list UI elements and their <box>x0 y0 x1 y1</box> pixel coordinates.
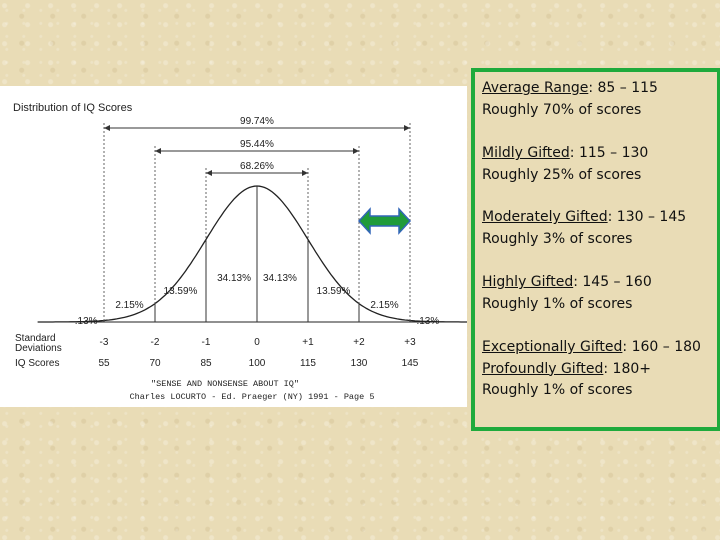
sd-tick-label: -2 <box>151 337 160 348</box>
span-arrowhead-right <box>353 148 359 154</box>
region-percentage-label: 13.59% <box>317 286 351 297</box>
sd-tick-label: -1 <box>202 337 211 348</box>
entry-note: Roughly 3% of scores <box>482 230 633 247</box>
region-percentage-label: 34.13% <box>263 273 297 284</box>
entry-value: : 160 – 180 <box>622 339 701 355</box>
axis-row-label: Standard <box>15 333 56 344</box>
credit-line: Charles LOCURTO - Ed. Praeger (NY) 1991 … <box>130 392 375 402</box>
entry-name: Moderately Gifted <box>482 209 608 225</box>
entry-exceptionally-gifted: Exceptionally Gifted: 160 – 180 Profound… <box>482 337 701 402</box>
entry-value: : 85 – 115 <box>588 80 658 96</box>
span-arrowhead-left <box>206 170 212 176</box>
sd-tick-label: +1 <box>302 337 314 348</box>
region-percentage-label: 13.59% <box>164 286 198 297</box>
region-percentage-label: 2.15% <box>115 300 143 311</box>
bell-curve-chart: Distribution of IQ Scores 99.74% 95.44% 68.… <box>13 102 467 402</box>
bell-curve-line <box>37 185 467 323</box>
region-percentage-label: 34.13% <box>217 273 251 284</box>
region-percentage-label: 2.15% <box>370 300 398 311</box>
axis-row-label: IQ Scores <box>15 358 59 369</box>
entry-moderately-gifted: Moderately Gifted: 130 – 145 Roughly 3% … <box>482 207 686 250</box>
entry-note: Roughly 25% of scores <box>482 166 642 183</box>
region-percentage-label: .13% <box>75 316 98 327</box>
sd-tick-label: +2 <box>353 337 365 348</box>
span-arrowhead-right <box>404 125 410 131</box>
entry-name: Mildly Gifted <box>482 145 570 161</box>
gifted-levels-box: Average Range: 85 – 115 Roughly 70% of s… <box>471 68 720 431</box>
iq-tick-label: 145 <box>402 358 419 369</box>
entry-value: : 130 – 145 <box>607 209 687 225</box>
entry-value: : 180+ <box>603 360 651 377</box>
sd-tick-label: +3 <box>404 337 416 348</box>
span-arrowhead-left <box>104 125 110 131</box>
iq-tick-label: 70 <box>149 358 161 369</box>
span-arrowhead-left <box>155 148 161 154</box>
sd-tick-label: -3 <box>100 337 109 348</box>
entry-note: Roughly 1% of scores <box>482 295 633 312</box>
entry-note: Roughly 70% of scores <box>482 101 642 118</box>
span-label: 68.26% <box>240 161 274 172</box>
span-label: 95.44% <box>240 139 274 150</box>
entry-value: : 145 – 160 <box>573 274 652 290</box>
iq-tick-label: 85 <box>200 358 212 369</box>
entry-value: : 115 – 130 <box>569 145 649 161</box>
iq-tick-label: 130 <box>351 358 368 369</box>
sd-tick-label: 0 <box>254 337 260 348</box>
iq-tick-label: 115 <box>300 358 316 369</box>
entry-name: Highly Gifted <box>482 274 574 290</box>
entry-highly-gifted: Highly Gifted: 145 – 160 Roughly 1% of s… <box>482 272 652 315</box>
entry-note: Roughly 1% of scores <box>482 382 633 398</box>
entry-name: Exceptionally Gifted <box>482 339 623 355</box>
iq-distribution-figure: Distribution of IQ Scores 99.74% 95.44% 68.… <box>0 86 467 407</box>
span-label: 99.74% <box>240 116 274 127</box>
span-arrowhead-right <box>302 170 308 176</box>
entry-average-range: Average Range: 85 – 115 Roughly 70% of s… <box>482 78 658 121</box>
axis-row-label: Deviations <box>15 343 62 354</box>
entry-mildly-gifted: Mildly Gifted: 115 – 130 Roughly 25% of … <box>482 143 648 186</box>
highlight-double-arrow <box>357 207 412 235</box>
chart-title: Distribution of IQ Scores <box>13 102 133 114</box>
iq-tick-label: 100 <box>249 358 266 369</box>
region-percentage-label: .13% <box>416 316 439 327</box>
iq-tick-label: 55 <box>98 358 110 369</box>
credit-line: "SENSE AND NONSENSE ABOUT IQ" <box>151 379 299 389</box>
entry-name: Average Range <box>482 80 589 96</box>
entry-name: Profoundly Gifted <box>482 360 604 377</box>
